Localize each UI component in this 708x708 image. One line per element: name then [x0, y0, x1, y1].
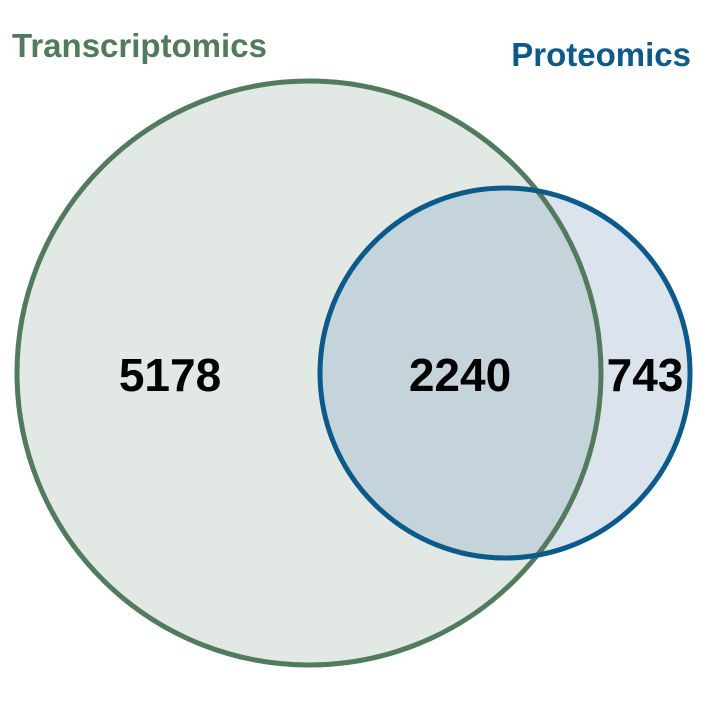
intersection-count: 2240	[409, 349, 511, 401]
proteomics-circle-outline	[317, 185, 693, 561]
transcriptomics-only-count: 5178	[119, 349, 221, 401]
proteomics-only-count: 743	[607, 349, 684, 401]
transcriptomics-circle-outline	[14, 78, 604, 668]
proteomics-label: Proteomics	[511, 36, 691, 73]
transcriptomics-label: Transcriptomics	[12, 27, 267, 64]
